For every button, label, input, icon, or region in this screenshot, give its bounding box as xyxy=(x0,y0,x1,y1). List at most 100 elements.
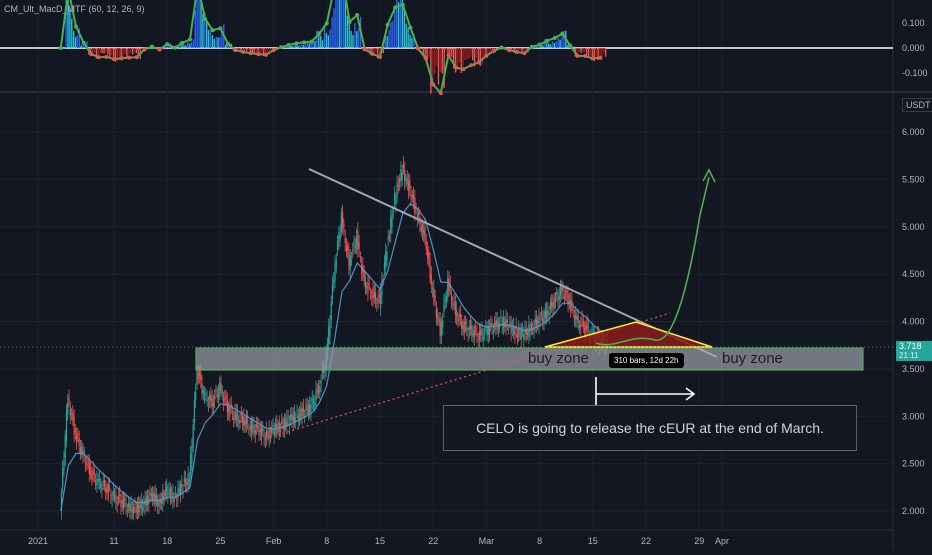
candle-body xyxy=(286,418,288,428)
candle-body xyxy=(442,320,444,328)
note-textbox[interactable]: CELO is going to release the cEUR at the… xyxy=(443,405,857,451)
macd-histogram-bar xyxy=(327,35,329,48)
candle-body xyxy=(352,250,354,252)
candle-body xyxy=(188,479,190,482)
macd-histogram-bar xyxy=(73,31,75,48)
candle-body xyxy=(316,390,318,392)
macd-histogram-bar xyxy=(297,45,299,48)
macd-histogram-bar xyxy=(407,27,409,48)
macd-histogram-bar xyxy=(358,28,360,48)
macd-histogram-bar xyxy=(107,48,109,55)
candle-body xyxy=(573,317,576,321)
macd-histogram-bar xyxy=(580,48,582,53)
candle-body xyxy=(103,480,106,487)
macd-cross-dot xyxy=(378,55,382,60)
candle-body xyxy=(514,331,516,336)
candle-body xyxy=(393,193,396,201)
price-tick-label: 2.500 xyxy=(902,459,925,469)
candle-body xyxy=(292,415,294,422)
candle-body xyxy=(438,318,440,322)
candle-body xyxy=(320,380,322,384)
macd-cross-dot xyxy=(142,47,147,52)
macd-cross-dot xyxy=(461,67,466,72)
candle-body xyxy=(415,208,417,210)
macd-histogram-bar xyxy=(494,48,497,50)
candle-body xyxy=(158,502,160,507)
candle-body xyxy=(500,316,502,318)
candle-body xyxy=(83,451,85,454)
candle-body xyxy=(168,489,170,490)
price-tick-label: 3.000 xyxy=(902,411,925,421)
candle-body xyxy=(163,495,165,499)
candle-body xyxy=(245,416,247,425)
macd-histogram-bar xyxy=(401,0,404,49)
macd-histogram-bar xyxy=(593,48,595,62)
macd-histogram-bar xyxy=(312,39,314,48)
macd-cross-dot xyxy=(233,48,238,53)
candle-body xyxy=(125,502,127,507)
candle-body xyxy=(525,328,527,335)
candle-body xyxy=(378,295,380,298)
candle-body xyxy=(502,317,505,328)
candle-body xyxy=(526,332,529,335)
macd-histogram-bar xyxy=(572,46,575,48)
candle-body xyxy=(585,324,587,333)
macd-histogram-bar xyxy=(114,48,117,62)
candle-body xyxy=(287,416,289,418)
candle-body xyxy=(516,334,519,338)
macd-histogram-bar xyxy=(445,48,447,52)
candle-body xyxy=(76,435,78,443)
candle-body xyxy=(570,300,572,312)
time-tick-label: 11 xyxy=(109,536,118,546)
macd-histogram-bar xyxy=(477,48,480,63)
candle-body xyxy=(295,418,297,422)
macd-histogram-bar xyxy=(403,9,405,48)
candle-body xyxy=(116,502,118,505)
macd-histogram-bar xyxy=(141,48,143,50)
candle-body xyxy=(520,327,522,340)
candle-body xyxy=(373,292,375,298)
candle-body xyxy=(160,501,163,504)
candle-body xyxy=(197,372,199,380)
candle-body xyxy=(274,424,277,429)
candle-body xyxy=(421,224,424,233)
bars-range-tag: 310 bars, 12d 22h xyxy=(609,353,684,368)
macd-histogram-bar xyxy=(479,48,481,66)
macd-histogram-bar xyxy=(257,48,259,56)
macd-histogram-bar xyxy=(354,23,356,48)
candle-body xyxy=(497,322,500,330)
candle-body xyxy=(133,506,135,514)
macd-histogram-bar xyxy=(415,48,417,49)
macd-histogram-bar xyxy=(434,48,436,74)
macd-histogram-bar xyxy=(361,48,364,49)
candle-body xyxy=(207,404,209,406)
macd-histogram-bar xyxy=(211,35,214,48)
candle-body xyxy=(271,427,273,434)
candle-body xyxy=(82,450,84,456)
macd-histogram-bar xyxy=(245,48,248,52)
macd-histogram-bar xyxy=(192,39,195,48)
price-tick-label: 2.000 xyxy=(902,506,925,516)
candle-body xyxy=(416,215,418,219)
candle-body xyxy=(462,325,464,330)
macd-cross-dot xyxy=(431,82,436,87)
macd-cross-dot xyxy=(454,65,458,70)
candle-body xyxy=(530,323,532,331)
candle-body xyxy=(329,322,331,337)
candle-body xyxy=(209,395,211,400)
time-tick-label: Mar xyxy=(479,536,495,546)
macd-cross-dot xyxy=(188,37,192,42)
macd-histogram-bar xyxy=(74,36,77,48)
candle-body xyxy=(269,434,272,436)
candle-body xyxy=(202,390,204,394)
candle-body xyxy=(252,424,254,428)
macd-cross-dot xyxy=(127,55,132,60)
candle-body xyxy=(453,301,455,303)
currency-label[interactable]: USDT xyxy=(902,98,932,112)
candle-body xyxy=(211,398,213,407)
macd-histogram-bar xyxy=(373,48,375,55)
macd-histogram-bar xyxy=(162,48,164,50)
candle-body xyxy=(254,429,256,435)
macd-histogram-bar xyxy=(386,36,388,48)
candle-body xyxy=(192,424,194,447)
